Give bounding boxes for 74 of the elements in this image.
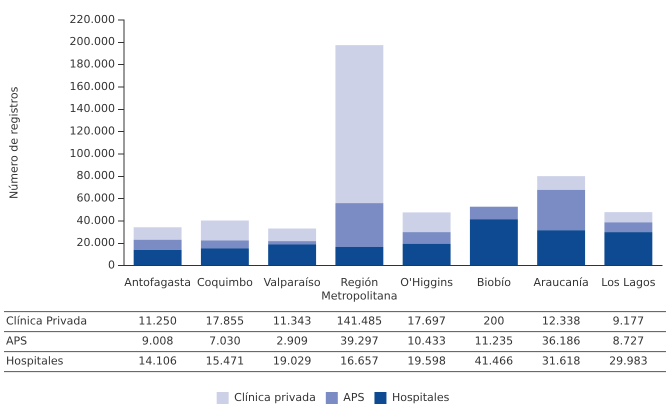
bar <box>470 206 518 220</box>
y-tick-label: 180.000 <box>70 58 115 71</box>
y-tick-label: 60.000 <box>76 191 115 204</box>
y-tick-label: 200.000 <box>70 35 115 48</box>
bar <box>470 219 518 266</box>
bar <box>604 212 652 222</box>
y-tick-label: 80.000 <box>76 169 115 182</box>
legend-label: Hospitales <box>392 390 450 404</box>
bar <box>402 212 451 232</box>
bar <box>200 248 249 266</box>
y-tick-label: 20.000 <box>76 236 115 250</box>
bar <box>402 232 451 244</box>
y-tick-label: 140.000 <box>70 102 115 116</box>
x-tick-label: Antofagasta <box>124 276 191 290</box>
text: APS <box>6 334 28 348</box>
data-label: 7.030 <box>209 334 241 348</box>
x-tick-label: Los Lagos <box>601 276 656 290</box>
data-label: 9.008 <box>142 334 174 348</box>
data-label: 141.485 <box>336 314 382 328</box>
x-tick-label: Biobío <box>476 276 512 290</box>
bar <box>335 45 384 204</box>
x-tick-label: Valparaíso <box>264 276 321 290</box>
bar <box>604 222 652 232</box>
bar <box>537 190 586 230</box>
data-label: 41.466 <box>474 354 514 368</box>
data-label: 17.855 <box>206 314 244 328</box>
data-label: 16.657 <box>340 354 379 368</box>
data-label: 10.433 <box>407 334 446 348</box>
data-label: 9.177 <box>612 314 644 328</box>
y-tick-label: 100.000 <box>70 146 115 160</box>
data-label: 200 <box>483 314 504 328</box>
data-label: 36.186 <box>542 334 580 348</box>
data-label: 17.697 <box>407 314 446 328</box>
data-label: 11.250 <box>138 314 177 328</box>
y-tick-label: 220.000 <box>70 12 115 26</box>
data-label: 11.235 <box>474 334 514 348</box>
data-label: 2.909 <box>276 334 308 348</box>
bar <box>268 228 316 242</box>
bar <box>537 230 586 266</box>
y-tick-label: 160.000 <box>70 80 115 93</box>
y-tick-label: 0 <box>108 258 115 272</box>
bar <box>134 240 182 250</box>
data-label: 31.618 <box>542 354 580 368</box>
data-label: 19.598 <box>407 354 446 368</box>
bar <box>200 220 249 240</box>
data-label: 19.029 <box>272 354 312 368</box>
data-label: 8.727 <box>612 334 644 348</box>
bar <box>604 232 652 266</box>
bar <box>134 227 182 240</box>
bar <box>537 176 586 190</box>
data-label: 11.343 <box>272 314 312 328</box>
x-tick-label: Araucanía <box>533 276 589 290</box>
legend-label: APS <box>343 390 364 404</box>
bar <box>200 240 249 248</box>
text: Hospitales <box>6 354 64 368</box>
bar <box>268 244 316 266</box>
bar <box>402 244 451 266</box>
bar <box>268 241 316 244</box>
bar <box>134 250 182 266</box>
y-axis-title: Número de registros <box>7 86 20 199</box>
data-label: 14.106 <box>138 354 177 368</box>
text: Clínica Privada <box>6 314 88 328</box>
bar <box>335 247 384 266</box>
x-tick-label: O'Higgins <box>400 276 454 290</box>
data-label: 12.338 <box>542 314 580 328</box>
data-label: 15.471 <box>206 354 244 368</box>
y-tick-label: 40.000 <box>76 214 115 227</box>
bar <box>335 203 384 248</box>
y-tick-label: 120.000 <box>70 124 115 138</box>
data-label: 29.983 <box>609 354 648 368</box>
legend-label: Clínica privada <box>234 390 316 404</box>
x-tick-label: Región Metropolitana <box>321 276 398 302</box>
data-label: 39.297 <box>340 334 379 348</box>
x-tick-label: Coquimbo <box>196 276 254 290</box>
